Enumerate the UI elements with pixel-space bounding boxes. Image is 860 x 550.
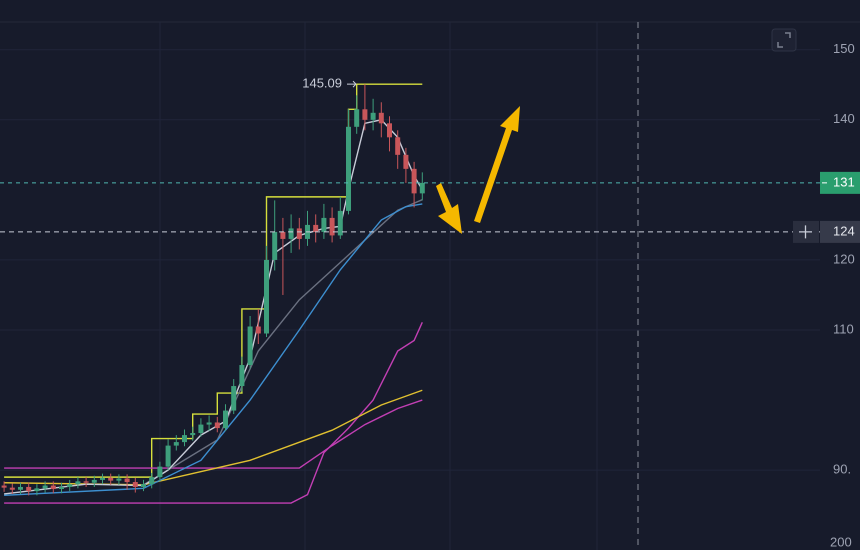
indicator-line (4, 399, 423, 469)
candle-body (346, 126, 351, 211)
candle-body (214, 422, 220, 429)
candle-body (313, 224, 319, 232)
candle-body (182, 435, 187, 443)
candle-body (272, 231, 278, 260)
arrows (436, 106, 520, 234)
candle-body (411, 168, 417, 194)
candle-body (141, 484, 146, 487)
down-arrow (436, 183, 462, 234)
crosshair-price-label: 124 (833, 223, 855, 238)
candle-body (419, 182, 425, 194)
candle-body (124, 478, 130, 483)
candle-body (165, 445, 171, 467)
y-tick-label: 90. (833, 462, 851, 477)
candle-body (91, 479, 97, 483)
last-price-label: 131 (833, 174, 855, 189)
crosshair-price-box (820, 220, 860, 243)
candle-body (59, 486, 64, 490)
y-tick-label: 150 (833, 41, 855, 56)
candle-body (132, 482, 138, 487)
high-annotation: 145.09 (302, 76, 342, 91)
candle-body (173, 442, 179, 446)
y-tick-label: 140 (833, 111, 855, 126)
expand-frame[interactable] (771, 28, 797, 52)
candle-body (255, 326, 261, 334)
candle-body (100, 477, 105, 480)
indicator-line (4, 322, 423, 504)
candle-body (157, 466, 163, 478)
candle-body (18, 486, 23, 490)
last-price-box (820, 171, 860, 194)
candle-body (206, 422, 212, 425)
grid-layer (0, 49, 820, 471)
candle-body (239, 365, 245, 387)
candle-body (34, 488, 40, 492)
candle-body (280, 231, 286, 239)
candle-body (395, 137, 401, 155)
candle-body (321, 217, 327, 232)
candle-body (67, 484, 73, 487)
indicator-line (4, 203, 423, 497)
candle-body (264, 259, 269, 334)
candle-body (247, 326, 253, 366)
up-arrow (474, 106, 520, 223)
expand-icon (777, 32, 791, 48)
candle-body (387, 123, 392, 138)
candle-body (75, 481, 81, 485)
candle-body (329, 217, 335, 236)
candle-body (1, 485, 7, 488)
price-axis: 150 140 120 110 90. 200 131 124 (793, 41, 860, 549)
candle-body (190, 432, 196, 436)
indicator-line (4, 83, 423, 478)
candle-body (337, 210, 343, 236)
candle-body (223, 410, 228, 429)
candle-body (378, 112, 384, 124)
candle-body (50, 485, 56, 490)
candle-body (83, 481, 89, 483)
candle-body (231, 386, 237, 411)
candle-body (403, 154, 409, 169)
candle-body (108, 477, 114, 481)
candle-body (26, 486, 32, 492)
candle-body (288, 228, 294, 239)
candle-layer (1, 84, 425, 496)
candle-body (42, 485, 48, 489)
plus-icon (799, 225, 812, 239)
y-tick-label: 110 (833, 321, 854, 336)
y-tick-label: 120 (833, 251, 855, 266)
candle-body (370, 112, 376, 120)
axis-bottom-label: 200 (830, 534, 852, 549)
overlay-layer: 145.09 (0, 76, 820, 233)
candle-body (149, 477, 155, 485)
candle-body (116, 478, 122, 481)
expand-button[interactable] (771, 28, 797, 52)
candle-body (354, 109, 360, 127)
annotation-arrow (347, 80, 357, 88)
candle-body (362, 109, 368, 120)
candle-body (296, 228, 302, 239)
candle-body (9, 487, 15, 490)
candle-body (198, 424, 204, 433)
